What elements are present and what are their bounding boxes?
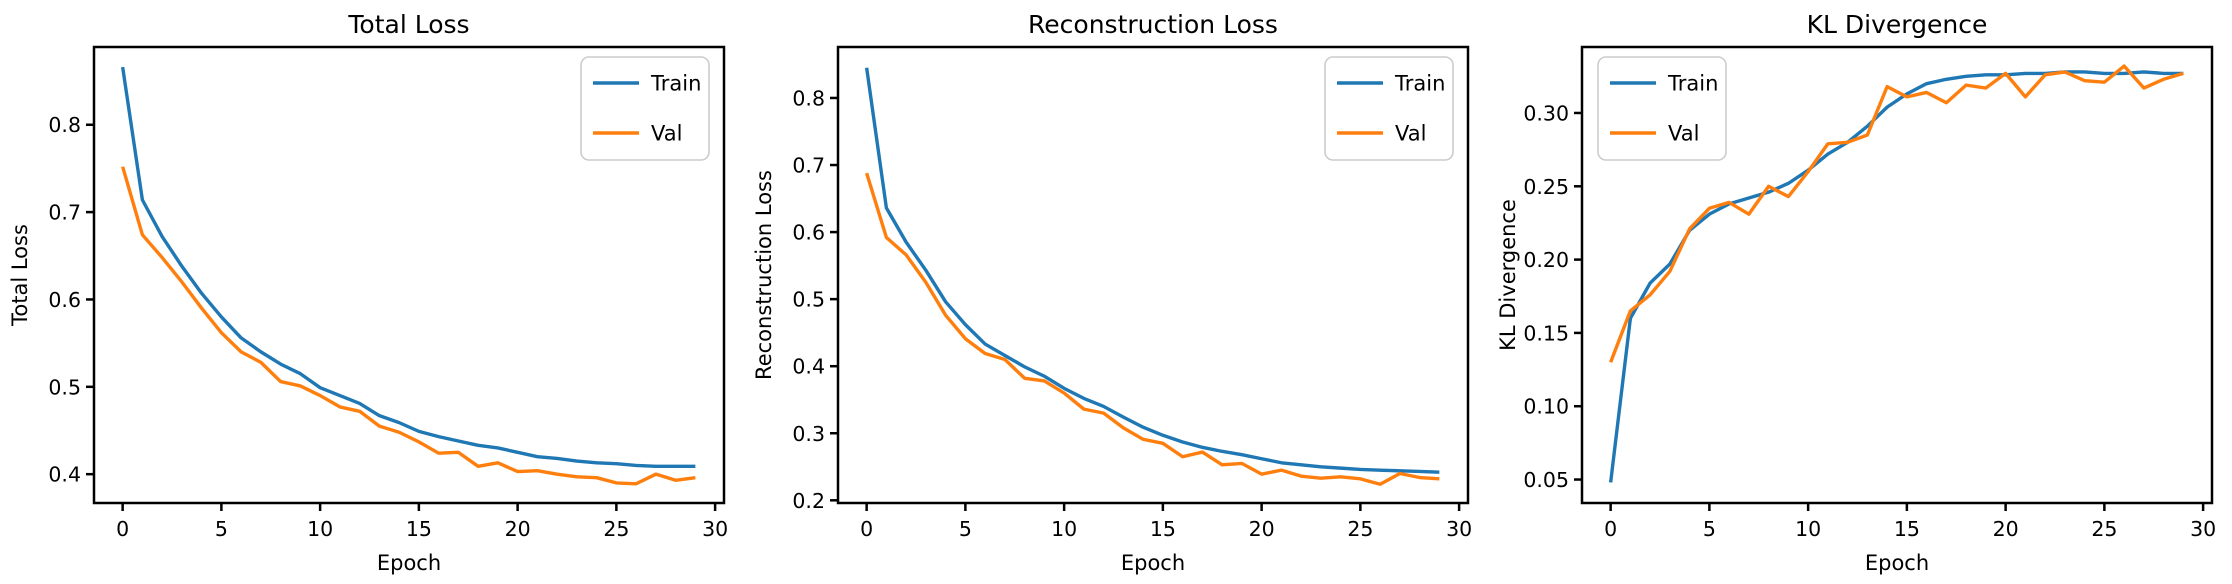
y-tick-label: 0.10 xyxy=(1523,395,1569,419)
x-tick-label: 30 xyxy=(702,517,728,541)
train-line xyxy=(120,66,696,469)
legend-train-label: Train xyxy=(650,72,701,96)
x-tick-label: 15 xyxy=(406,517,432,541)
train-line xyxy=(1608,70,2184,483)
chart-total-loss: 0 5 10 15 20 25 30 0.4 0.5 0.6 0.7 0.8 Epoch Total Lo… xyxy=(0,0,744,584)
y-tick-label: 0.05 xyxy=(1523,468,1569,492)
x-tick-label: 25 xyxy=(2091,517,2117,541)
y-tick-label: 0.6 xyxy=(792,221,825,245)
y-tick-label: 0.30 xyxy=(1523,101,1569,125)
x-tick-label: 5 xyxy=(215,517,228,541)
val-line xyxy=(865,172,1440,486)
y-tick-label: 0.7 xyxy=(792,154,825,178)
val-line xyxy=(121,166,696,486)
legend-val-label: Val xyxy=(1668,122,1699,146)
x-tick-label: 10 xyxy=(1795,517,1821,541)
y-axis-label: KL Divergence xyxy=(1496,199,1520,351)
x-tick-label: 10 xyxy=(1051,517,1077,541)
subplot-total-loss: 0 5 10 15 20 25 30 0.4 0.5 0.6 0.7 0.8 Epoch Total Lo… xyxy=(0,0,744,584)
x-tick-label: 5 xyxy=(959,517,972,541)
chart-title: Total Loss xyxy=(347,10,469,39)
y-axis-label: Reconstruction Loss xyxy=(752,170,776,380)
y-tick-label: 0.7 xyxy=(48,201,81,225)
x-tick-label: 10 xyxy=(307,517,333,541)
chart-title: KL Divergence xyxy=(1807,10,1988,39)
legend-train-label: Train xyxy=(1394,72,1445,96)
legend: Train Val xyxy=(1324,56,1454,161)
y-tick-label: 0.5 xyxy=(48,375,81,399)
y-tick-label: 0.8 xyxy=(792,86,825,110)
x-tick-label: 30 xyxy=(2190,517,2216,541)
x-axis-label: Epoch xyxy=(1121,551,1185,575)
legend-train-label: Train xyxy=(1667,72,1718,96)
subplot-reconstruction-loss: 0 5 10 15 20 25 30 0.2 0.3 0.4 0.5 0.6 0.7 0.8 Epoch Re… xyxy=(744,0,1488,584)
y-tick-label: 0.20 xyxy=(1523,248,1569,272)
y-tick-label: 0.3 xyxy=(792,422,825,446)
y-tick-label: 0.4 xyxy=(48,463,81,487)
y-tick-label: 0.15 xyxy=(1523,321,1569,345)
legend: Train Val xyxy=(580,56,710,161)
y-tick-label: 0.6 xyxy=(48,288,81,312)
y-tick-label: 0.25 xyxy=(1523,175,1569,199)
legend: Train Val xyxy=(1597,56,1727,161)
x-tick-label: 0 xyxy=(1604,517,1617,541)
x-tick-label: 20 xyxy=(505,517,531,541)
chart-reconstruction-loss: 0 5 10 15 20 25 30 0.2 0.3 0.4 0.5 0.6 0.7 0.8 Epoch Re… xyxy=(744,0,1488,584)
x-tick-label: 25 xyxy=(603,517,629,541)
chart-title: Reconstruction Loss xyxy=(1028,10,1278,39)
y-tick-label: 0.8 xyxy=(48,113,81,137)
x-tick-label: 0 xyxy=(116,517,129,541)
x-tick-label: 5 xyxy=(1703,517,1716,541)
x-tick-label: 30 xyxy=(1446,517,1472,541)
subplot-kl-divergence: 0 5 10 15 20 25 30 0.05 0.10 0.15 0.20 0.25 0.30 Epoc… xyxy=(1488,0,2232,584)
plot-area xyxy=(836,45,1470,505)
x-tick-label: 0 xyxy=(860,517,873,541)
legend-val-label: Val xyxy=(1395,122,1426,146)
y-tick-label: 0.4 xyxy=(792,355,825,379)
legend-val-label: Val xyxy=(651,122,682,146)
y-tick-label: 0.5 xyxy=(792,288,825,312)
x-tick-label: 25 xyxy=(1347,517,1373,541)
x-tick-label: 20 xyxy=(1993,517,2019,541)
plot-area xyxy=(1580,45,2214,505)
x-tick-label: 15 xyxy=(1894,517,1920,541)
x-tick-label: 20 xyxy=(1249,517,1275,541)
x-axis-label: Epoch xyxy=(377,551,441,575)
x-tick-label: 15 xyxy=(1150,517,1176,541)
plot-area xyxy=(92,45,726,505)
y-axis-label: Total Loss xyxy=(8,224,32,327)
val-line xyxy=(1609,64,2184,363)
train-line xyxy=(864,67,1440,474)
x-axis-label: Epoch xyxy=(1865,551,1929,575)
y-tick-label: 0.2 xyxy=(792,489,825,513)
chart-kl-divergence: 0 5 10 15 20 25 30 0.05 0.10 0.15 0.20 0.25 0.30 Epoc… xyxy=(1488,0,2232,584)
